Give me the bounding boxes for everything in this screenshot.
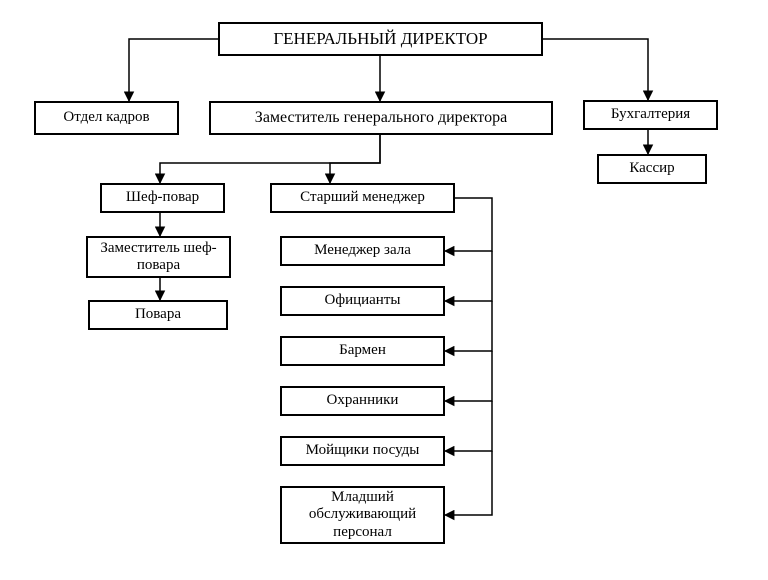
node-label: Бухгалтерия <box>611 106 690 123</box>
node-hr: Отдел кадров <box>34 101 179 135</box>
edge-gen_dir-accounting <box>543 39 648 100</box>
edge-sr_manager-barman <box>445 301 492 351</box>
edge-sr_manager-dishwashers <box>445 401 492 451</box>
edge-sr_manager-guards <box>445 351 492 401</box>
node-sr_manager: Старший менеджер <box>270 183 455 213</box>
node-sous_chef: Заместитель шеф-повара <box>86 236 231 278</box>
node-junior: Младший обслуживающий персонал <box>280 486 445 544</box>
edge-sr_manager-waiters <box>445 251 492 301</box>
org-chart-canvas: ГЕНЕРАЛЬНЫЙ ДИРЕКТОР Отдел кадров Заместит… <box>0 0 768 580</box>
node-deputy: Заместитель генерального директора <box>209 101 553 135</box>
edge-gen_dir-hr <box>129 39 218 101</box>
edge-sr_manager-junior <box>445 451 492 515</box>
node-cashier: Кассир <box>597 154 707 184</box>
node-dishwashers: Мойщики посуды <box>280 436 445 466</box>
node-label: Повара <box>135 306 181 323</box>
node-label: Охранники <box>327 392 399 409</box>
edge-deputy-chef <box>160 135 380 183</box>
edge-deputy-sr_manager <box>330 135 380 183</box>
node-label: Заместитель генерального директора <box>255 109 507 127</box>
node-gen_dir: ГЕНЕРАЛЬНЫЙ ДИРЕКТОР <box>218 22 543 56</box>
node-label: Младший обслуживающий персонал <box>288 489 437 541</box>
node-accounting: Бухгалтерия <box>583 100 718 130</box>
node-cooks: Повара <box>88 300 228 330</box>
node-label: Шеф-повар <box>126 189 199 206</box>
node-label: Менеджер зала <box>314 242 411 259</box>
node-label: Кассир <box>629 160 674 177</box>
node-label: Официанты <box>325 292 401 309</box>
node-waiters: Официанты <box>280 286 445 316</box>
node-label: Отдел кадров <box>63 109 149 126</box>
node-label: Мойщики посуды <box>306 442 420 459</box>
node-barman: Бармен <box>280 336 445 366</box>
node-label: Старший менеджер <box>300 189 425 206</box>
node-guards: Охранники <box>280 386 445 416</box>
node-chef: Шеф-повар <box>100 183 225 213</box>
node-label: ГЕНЕРАЛЬНЫЙ ДИРЕКТОР <box>273 29 487 49</box>
node-label: Бармен <box>339 342 386 359</box>
node-label: Заместитель шеф-повара <box>94 240 223 275</box>
node-hall_mgr: Менеджер зала <box>280 236 445 266</box>
